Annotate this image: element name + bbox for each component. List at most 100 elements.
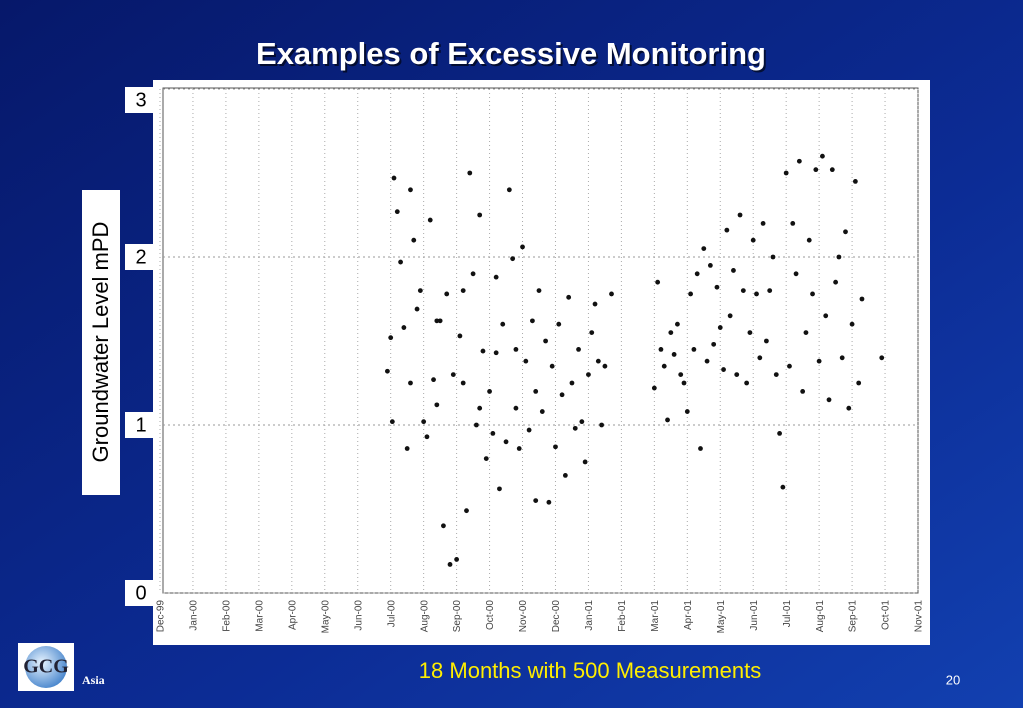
data-point [852, 179, 858, 184]
data-point [427, 217, 433, 223]
x-tick-label: Mar-00 [255, 600, 266, 632]
x-tick-label: Jun-01 [749, 600, 760, 631]
data-point [520, 244, 525, 250]
data-point [754, 291, 759, 297]
data-point [668, 330, 674, 335]
x-tick-label: Oct-01 [881, 600, 892, 630]
data-point [572, 425, 578, 431]
data-point [595, 358, 601, 364]
data-point [734, 372, 740, 377]
data-point [388, 335, 394, 341]
data-point [506, 187, 512, 193]
data-point [503, 439, 509, 445]
data-point [820, 153, 825, 159]
data-point [424, 434, 430, 440]
x-tick-label: Jul-00 [386, 600, 397, 628]
data-point [602, 363, 608, 369]
data-point [592, 301, 598, 307]
data-point [404, 446, 410, 451]
title-shadow: Examples of Excessive Monitoring [258, 38, 768, 73]
data-point [589, 330, 595, 335]
y-tick-box [125, 244, 153, 270]
data-point [454, 557, 460, 562]
data-point [767, 288, 773, 293]
data-point [398, 259, 403, 265]
data-point [777, 431, 782, 436]
data-point [408, 187, 413, 193]
y-tick-label: 3 [135, 89, 146, 111]
data-point [787, 363, 792, 369]
data-point [579, 419, 585, 425]
data-point [444, 291, 450, 297]
data-point [530, 318, 535, 324]
data-point [849, 321, 855, 327]
data-point [477, 405, 483, 411]
region-label: Asia [82, 673, 105, 687]
data-point [559, 392, 565, 398]
data-point [434, 402, 440, 408]
data-point [411, 237, 417, 243]
y-tick-label: 1 [135, 414, 146, 436]
data-point [816, 358, 822, 364]
data-point [773, 372, 779, 377]
data-point [717, 325, 723, 330]
data-point [510, 256, 516, 262]
x-tick-label: Aug-00 [419, 600, 430, 633]
y-tick-box [125, 87, 153, 113]
y-tick-box [125, 580, 153, 606]
x-tick-label: Jul-01 [782, 600, 793, 628]
data-point [609, 291, 614, 297]
data-point [826, 397, 832, 403]
data-point [704, 358, 710, 364]
x-tick-label: Jun-00 [353, 600, 364, 631]
data-point [833, 279, 839, 285]
data-point [460, 380, 466, 386]
data-point [764, 338, 769, 344]
data-point [562, 473, 568, 478]
data-point [803, 330, 809, 335]
data-point [490, 431, 496, 436]
data-point [846, 405, 852, 411]
x-tick-label: Feb-00 [222, 600, 233, 632]
data-point [806, 237, 812, 243]
data-point [457, 333, 463, 339]
data-point [694, 271, 700, 277]
data-point [711, 341, 717, 347]
x-tick-label: Mar-01 [650, 600, 661, 632]
data-point [477, 212, 483, 218]
data-point [467, 170, 473, 176]
y-label-box [82, 190, 120, 495]
data-point [500, 321, 506, 327]
data-point [441, 523, 446, 529]
data-point [401, 325, 407, 330]
data-point [414, 306, 420, 312]
data-point [497, 486, 502, 492]
chart-panel [153, 80, 930, 645]
data-point [770, 254, 776, 260]
data-point [569, 380, 575, 386]
data-point [655, 279, 661, 285]
data-point [549, 363, 555, 369]
data-point [385, 368, 390, 374]
logo-text: GCG [23, 656, 69, 678]
y-tick-label: 0 [135, 582, 146, 604]
data-point [464, 508, 469, 514]
data-point [760, 221, 766, 226]
data-point [431, 377, 436, 383]
x-tick-label: Sep-01 [848, 600, 859, 633]
x-tick-label: Dec-99 [156, 600, 167, 633]
x-tick-label: May-00 [320, 600, 331, 634]
data-point [707, 263, 713, 268]
data-point [810, 291, 815, 297]
data-point [480, 348, 486, 354]
data-point [651, 385, 657, 391]
data-point [731, 268, 736, 273]
data-point [576, 347, 581, 352]
data-point [678, 372, 684, 377]
x-tick-label: Jan-00 [189, 600, 200, 631]
data-point [661, 363, 667, 369]
data-point [658, 347, 664, 352]
data-point [470, 271, 476, 277]
data-point [879, 355, 885, 361]
